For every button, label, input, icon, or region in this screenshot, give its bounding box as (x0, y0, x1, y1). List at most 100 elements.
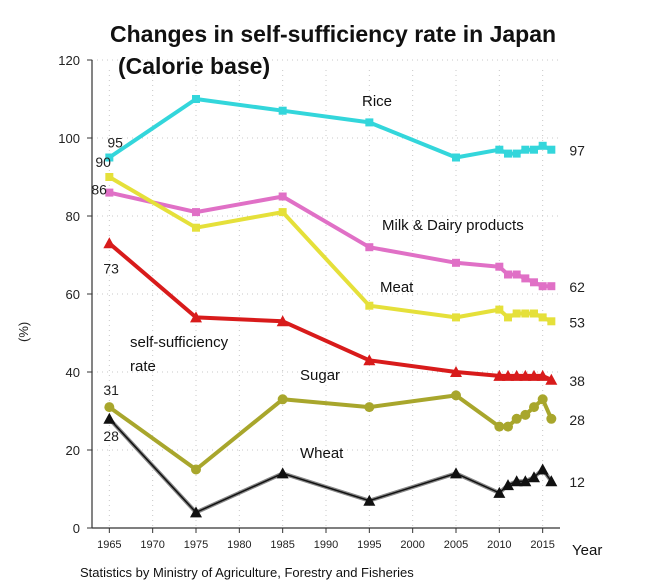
data-point-sugar (537, 394, 548, 405)
data-point-meat (538, 313, 547, 322)
data-point-sugar (104, 402, 115, 413)
start-value-wheat: 28 (103, 428, 119, 444)
data-point-self-sufficiency-rate (493, 369, 506, 381)
data-point-milk-dairy-products (521, 274, 530, 283)
y-tick-label: 40 (66, 365, 80, 380)
axes: 0 20 40 60 80 100 120 1965 1970 1975 1980 1985 1990 1… (58, 53, 560, 551)
data-point-sugar (511, 413, 522, 424)
data-point-sugar (277, 394, 288, 405)
x-tick-label: 2010 (487, 539, 511, 551)
data-point-self-sufficiency-rate (276, 315, 289, 327)
source-note: Statistics by Ministry of Agriculture, F… (80, 565, 414, 580)
data-point-self-sufficiency-rate (502, 369, 514, 381)
data-point-wheat (276, 467, 289, 479)
data-point-wheat (363, 494, 376, 506)
data-point-milk-dairy-products (452, 258, 460, 267)
data-point-milk-dairy-products (504, 270, 512, 279)
data-point-self-sufficiency-rate (519, 369, 532, 381)
annotation-self-sufficiency-rate: self-sufficiency (130, 334, 229, 351)
x-tick-label: 1975 (184, 539, 208, 551)
data-point-meat (365, 301, 374, 310)
x-tick-label: 2005 (444, 539, 468, 551)
data-point-meat (452, 313, 460, 322)
data-point-meat (530, 309, 538, 318)
y-axis-label: (%) (16, 322, 31, 342)
data-point-meat (512, 309, 521, 318)
data-point-milk-dairy-products (512, 270, 521, 279)
series-line-wheat (108, 418, 552, 514)
x-tick-label: 1985 (270, 539, 294, 551)
data-point-self-sufficiency-rate (190, 311, 202, 323)
data-point-meat (495, 305, 504, 314)
data-point-wheat (502, 479, 514, 491)
start-value-milk-dairy-products: 86 (91, 182, 107, 198)
data-point-wheat (528, 471, 540, 483)
data-point-meat (105, 173, 114, 181)
data-point-sugar (546, 413, 557, 424)
data-point-meat (192, 223, 200, 232)
data-point-wheat (103, 412, 116, 424)
data-point-milk-dairy-products (495, 262, 504, 271)
end-value-wheat: 12 (569, 474, 585, 490)
data-point-rice (452, 153, 460, 162)
data-point-sugar (494, 421, 505, 432)
data-point-wheat (519, 475, 532, 487)
data-point-rice (521, 145, 530, 154)
series-name-sugar: Sugar (300, 367, 340, 384)
data-point-sugar (503, 421, 513, 432)
y-tick-label: 60 (66, 287, 80, 302)
data-point-milk-dairy-products (547, 282, 556, 291)
series-line-milk-dairy-products (108, 190, 552, 289)
start-value-self-sufficiency-rate: 73 (103, 260, 119, 276)
end-value-milk-dairy-products: 62 (569, 279, 585, 295)
annotation-self-sufficiency-rate: rate (130, 358, 156, 375)
data-point-meat (521, 309, 530, 318)
data-point-rice (512, 149, 521, 158)
series-line-wheat-shadow (107, 417, 553, 515)
data-point-rice (105, 153, 114, 162)
series-name-rice: Rice (362, 93, 392, 110)
data-point-rice (504, 149, 512, 158)
data-point-sugar (529, 402, 539, 413)
data-point-meat (504, 313, 512, 322)
start-value-rice: 95 (107, 135, 123, 151)
data-point-wheat (545, 475, 558, 487)
end-value-meat: 53 (569, 314, 585, 330)
data-point-rice (278, 106, 287, 115)
end-value-sugar: 28 (569, 412, 585, 428)
x-tick-label: 1980 (227, 539, 251, 551)
x-tick-label: 2000 (400, 539, 424, 551)
data-point-milk-dairy-products (530, 278, 538, 287)
y-tick-label: 80 (66, 209, 80, 224)
x-tick-label: 1995 (357, 539, 381, 551)
data-point-meat (547, 317, 556, 326)
data-point-rice (547, 145, 556, 154)
x-tick-label: 1970 (140, 539, 164, 551)
y-tick-label: 20 (66, 443, 80, 458)
data-point-rice (192, 95, 200, 103)
data-point-wheat (190, 506, 202, 518)
labels-layer: Rice Milk & Dairy products Meat Sugar Wheat s… (91, 93, 585, 490)
series-name-wheat: Wheat (300, 445, 344, 462)
series-line-rice (108, 97, 553, 160)
data-point-wheat (450, 467, 462, 479)
data-point-milk-dairy-products (538, 282, 547, 291)
data-point-rice (530, 145, 538, 154)
y-tick-label: 100 (58, 131, 80, 146)
y-tick-label: 0 (73, 521, 80, 536)
data-point-milk-dairy-products (365, 243, 374, 252)
data-point-sugar (191, 464, 201, 475)
data-point-self-sufficiency-rate (450, 366, 462, 377)
x-tick-label: 2015 (530, 539, 554, 551)
series-layer (103, 95, 558, 518)
end-value-self-sufficiency-rate: 38 (569, 373, 585, 389)
x-tick-label: 1965 (97, 539, 121, 551)
data-point-self-sufficiency-rate (545, 373, 558, 385)
chart-title-line1: Changes in self-sufficiency rate in Japa… (110, 21, 556, 47)
data-point-milk-dairy-products (105, 188, 114, 197)
data-point-self-sufficiency-rate (103, 237, 116, 249)
data-point-rice (538, 141, 547, 150)
data-point-sugar (520, 409, 531, 420)
data-point-wheat (510, 475, 523, 487)
